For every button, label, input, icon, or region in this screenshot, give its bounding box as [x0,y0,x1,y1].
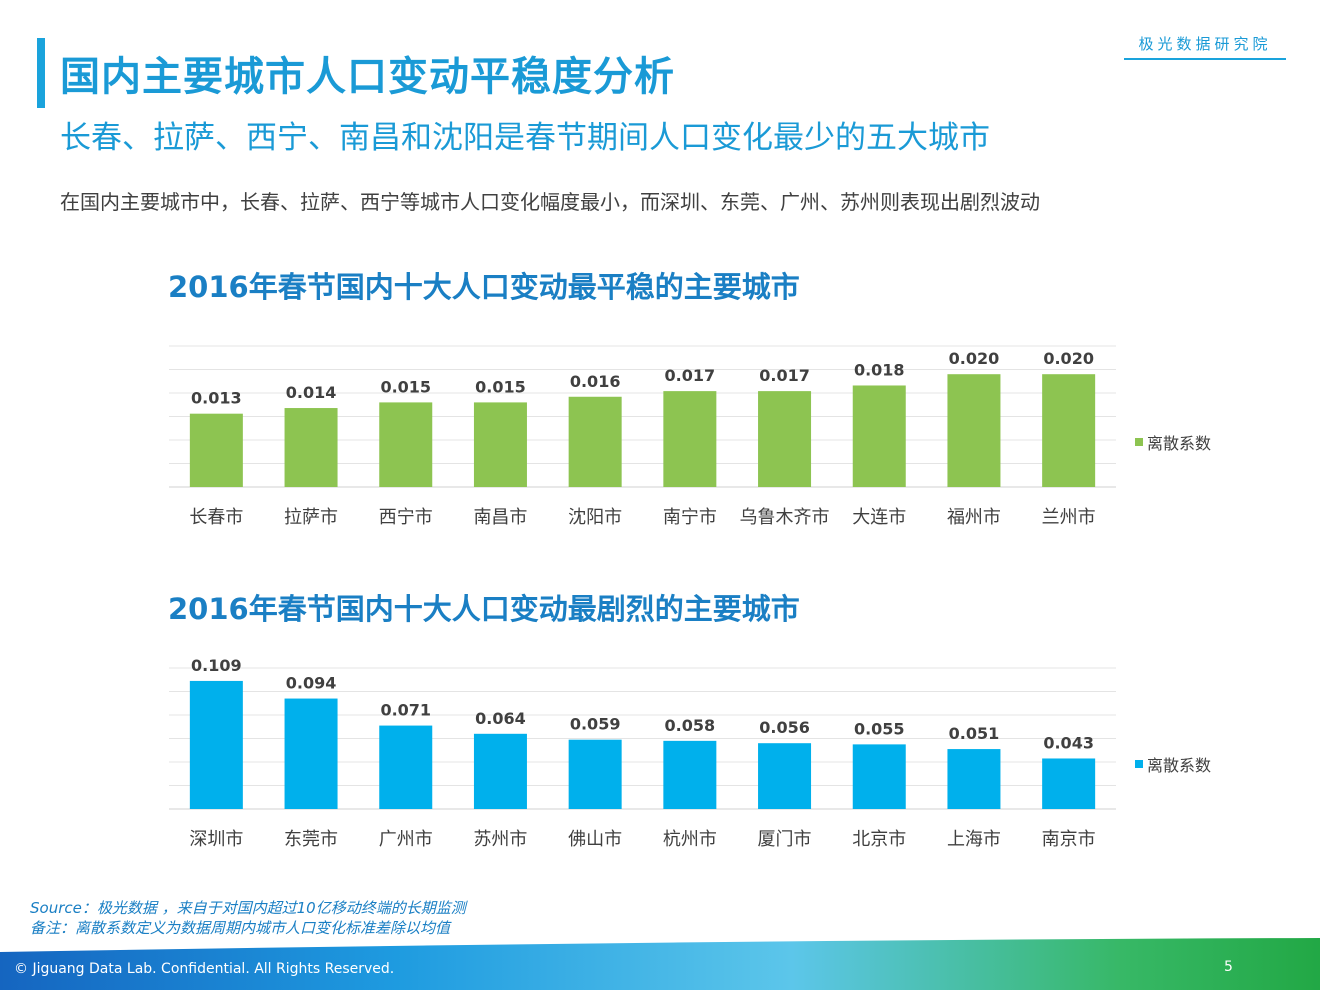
data-label: 0.056 [759,718,810,737]
bar [852,385,906,487]
data-label: 0.013 [191,389,242,408]
category-label: 佛山市 [568,829,622,850]
data-label: 0.071 [380,701,431,720]
category-label: 长春市 [189,507,243,528]
legend-label: 离散系数 [1147,434,1211,453]
bar [189,680,243,809]
bar [189,413,243,487]
data-label: 0.015 [475,377,526,396]
bar [473,402,527,487]
data-label: 0.043 [1043,733,1094,752]
category-label: 西宁市 [379,507,433,528]
data-label: 0.017 [759,366,810,385]
bar [379,402,433,487]
category-label: 福州市 [947,507,1001,528]
data-label: 0.020 [1043,349,1094,368]
category-label: 北京市 [852,829,906,850]
bar [758,391,812,487]
bar [568,396,622,487]
page-number: 5 [1224,959,1233,975]
bar [1042,758,1096,809]
data-label: 0.094 [286,674,337,693]
legend-swatch [1135,760,1143,768]
category-label: 南昌市 [473,507,527,528]
copyright-text: © Jiguang Data Lab. Confidential. All Ri… [14,961,395,977]
bar [379,725,433,809]
category-label: 广州市 [379,829,433,850]
data-label: 0.020 [949,349,1000,368]
legend-label: 离散系数 [1147,756,1211,775]
bar [284,698,338,809]
data-label: 0.055 [854,719,905,738]
bar [758,743,812,809]
page-description: 在国内主要城市中，长春、拉萨、西宁等城市人口变化幅度最小，而深圳、东莞、广州、苏… [60,190,1040,214]
category-label: 大连市 [852,507,906,528]
category-label: 上海市 [947,829,1001,850]
category-label: 杭州市 [663,829,717,850]
category-label: 兰州市 [1042,507,1096,528]
data-label: 0.017 [665,366,716,385]
bar [663,740,717,809]
chart-title-stable: 2016年春节国内十大人口变动最平稳的主要城市 [168,270,800,304]
category-label: 沈阳市 [568,507,622,528]
category-label: 乌鲁木齐市 [740,507,830,528]
category-label: 深圳市 [189,829,243,850]
source-note: Source：极光数据 ，来自于对国内超过10亿移动终端的长期监测 [30,899,466,917]
category-label: 厦门市 [758,829,812,850]
bar [852,744,906,809]
title-accent-bar [37,38,45,108]
footer-band [0,938,1320,990]
data-label: 0.016 [570,372,621,391]
data-label: 0.064 [475,709,526,728]
bar [1042,374,1096,487]
data-label: 0.015 [380,377,431,396]
bar [284,408,338,487]
data-label: 0.014 [286,383,337,402]
category-label: 苏州市 [473,829,527,850]
data-label: 0.059 [570,715,621,734]
definition-note: 备注：离散系数定义为数据周期内城市人口变化标准差除以均值 [30,919,451,937]
chart-title-volatile: 2016年春节国内十大人口变动最剧烈的主要城市 [168,592,800,626]
category-label: 南宁市 [663,507,717,528]
category-label: 南京市 [1042,829,1096,850]
bar [473,733,527,809]
data-label: 0.058 [665,716,716,735]
brand-label: 极光数据研究院 [1124,32,1286,60]
data-label: 0.109 [191,656,242,675]
bar [663,391,717,487]
bar [947,749,1001,809]
data-label: 0.051 [949,724,1000,743]
page-subtitle: 长春、拉萨、西宁、南昌和沈阳是春节期间人口变化最少的五大城市 [60,120,990,156]
data-label: 0.018 [854,360,905,379]
legend-swatch [1135,438,1143,446]
category-label: 东莞市 [284,829,338,850]
page-title: 国内主要城市人口变动平稳度分析 [60,54,675,100]
bar [568,739,622,809]
bar [947,374,1001,487]
category-label: 拉萨市 [284,507,338,528]
